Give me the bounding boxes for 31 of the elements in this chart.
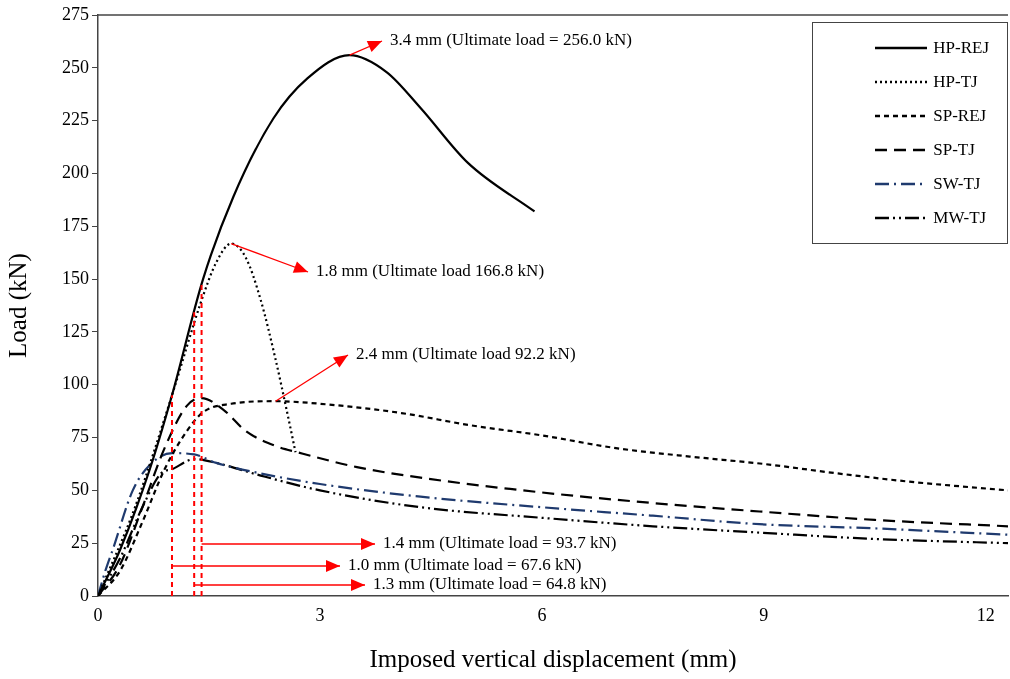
legend-label: SW-TJ [933, 174, 981, 194]
legend-label: HP-TJ [933, 72, 978, 92]
y-tick-label: 150 [62, 267, 89, 288]
x-tick-label: 9 [759, 604, 769, 625]
y-tick-label: 250 [62, 56, 89, 77]
y-tick-label: 175 [62, 215, 89, 236]
x-tick-label: 0 [93, 604, 103, 625]
x-tick-label: 12 [976, 604, 995, 625]
annotation: 1.8 mm (Ultimate load 166.8 kN) [316, 261, 545, 281]
legend-label: MW-TJ [933, 208, 987, 228]
x-tick-label: 3 [315, 604, 325, 625]
y-tick-label: 125 [62, 320, 89, 341]
annotation: 1.4 mm (Ultimate load = 93.7 kN) [383, 533, 617, 553]
y-tick-label: 275 [62, 3, 89, 24]
y-tick-label: 225 [62, 109, 89, 130]
y-axis-title: Load (kN) [3, 253, 32, 358]
annotation: 1.3 mm (Ultimate load = 64.8 kN) [373, 574, 607, 594]
x-tick-label: 6 [537, 604, 547, 625]
legend-label: SP-TJ [933, 140, 975, 160]
y-tick-label: 200 [62, 162, 89, 183]
x-axis-title: Imposed vertical displacement (mm) [369, 644, 737, 673]
annotation: 3.4 mm (Ultimate load = 256.0 kN) [390, 30, 632, 50]
y-tick-label: 25 [71, 531, 89, 552]
y-tick-label: 0 [80, 584, 89, 605]
y-tick-label: 50 [71, 479, 89, 500]
annotation: 1.0 mm (Ultimate load = 67.6 kN) [348, 555, 582, 575]
y-tick-label: 100 [62, 373, 89, 394]
legend-label: SP-REJ [933, 106, 987, 126]
y-tick-label: 75 [71, 426, 89, 447]
annotation: 2.4 mm (Ultimate load 92.2 kN) [356, 344, 576, 364]
legend-label: HP-REJ [933, 38, 989, 58]
